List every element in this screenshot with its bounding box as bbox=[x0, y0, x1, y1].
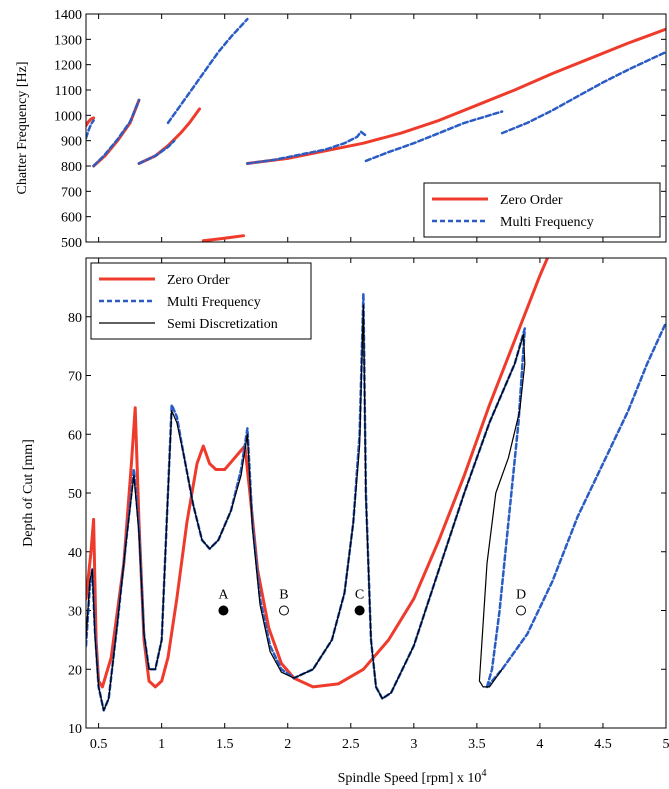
bottom-xlabel-text: Spindle Speed [rpm] x 10 bbox=[338, 771, 482, 786]
top-series-zero-order bbox=[201, 234, 246, 242]
bottom-xtick-label: 2.5 bbox=[342, 737, 360, 752]
top-chart-series bbox=[86, 17, 666, 242]
top-series-zero-order bbox=[86, 116, 96, 127]
bottom-xtick-label: 1 bbox=[158, 737, 165, 752]
bottom-series-multi-frequency bbox=[485, 321, 666, 689]
bottom-legend-label-multi-frequency: Multi Frequency bbox=[167, 295, 261, 310]
bottom-ytick-label: 70 bbox=[68, 370, 82, 385]
top-ytick-label: 1100 bbox=[55, 84, 82, 99]
bottom-ytick-label: 40 bbox=[68, 546, 82, 561]
top-series-multi-frequency bbox=[92, 98, 141, 168]
bottom-xlabel: Spindle Speed [rpm] x 104 bbox=[338, 768, 487, 786]
top-ytick-label: 600 bbox=[61, 211, 82, 226]
operating-point-label-a: A bbox=[218, 588, 229, 603]
top-legend-label-multi-frequency: Multi Frequency bbox=[500, 215, 594, 230]
bottom-chart-legend: Zero Order Multi Frequency Semi Discretiza… bbox=[90, 262, 312, 340]
bottom-ytick-label: 10 bbox=[68, 722, 82, 737]
operating-point-label-d: D bbox=[516, 588, 526, 603]
bottom-series-multi-frequency bbox=[86, 292, 527, 712]
top-ytick-label: 700 bbox=[61, 185, 82, 200]
top-ylabel: Chatter Frequency [Hz] bbox=[15, 62, 30, 195]
operating-point-a bbox=[218, 605, 229, 616]
bottom-legend-label-semi-discretization: Semi Discretization bbox=[167, 317, 278, 332]
bottom-chart-series bbox=[86, 258, 666, 712]
bottom-ytick-label: 80 bbox=[68, 311, 82, 326]
top-legend-label-zero-order: Zero Order bbox=[500, 193, 563, 208]
depth-of-cut-chart: 0.5 1 1.5 2 2.5 3 3.5 4 4.5 5 10 20 30 40 50 60 70 80 A B C… bbox=[21, 257, 669, 786]
bottom-ytick-label: 20 bbox=[68, 663, 82, 678]
operating-point-label-b: B bbox=[279, 588, 288, 603]
bottom-xtick-label: 0.5 bbox=[90, 737, 108, 752]
bottom-xtick-label: 3.5 bbox=[468, 737, 486, 752]
top-ytick-label: 1000 bbox=[54, 109, 82, 124]
top-ytick-label: 1200 bbox=[54, 59, 82, 74]
chatter-frequency-chart: 500 600 700 800 900 1000 1100 1200 1300 1400 Chat… bbox=[15, 8, 667, 251]
top-legend-box bbox=[423, 182, 661, 238]
bottom-chart-frame bbox=[85, 257, 667, 729]
bottom-xtick-label: 2 bbox=[284, 737, 291, 752]
top-series-multi-frequency bbox=[246, 130, 368, 165]
bottom-xlabel-exponent: 4 bbox=[481, 768, 486, 779]
bottom-xtick-label: 1.5 bbox=[216, 737, 234, 752]
top-series-zero-order bbox=[245, 27, 666, 165]
bottom-chart-points: A B C D bbox=[218, 588, 526, 616]
bottom-xtick-label: 4 bbox=[536, 737, 543, 752]
top-chart-frame bbox=[85, 13, 667, 243]
top-ytick-label: 1300 bbox=[54, 33, 82, 48]
operating-point-label-c: C bbox=[355, 588, 364, 603]
operating-point-d bbox=[516, 605, 526, 616]
bottom-series-semi-discretization bbox=[86, 304, 526, 711]
top-ytick-label: 500 bbox=[61, 236, 82, 251]
top-series-multi-frequency bbox=[364, 110, 504, 163]
top-series-multi-frequency bbox=[86, 119, 95, 140]
bottom-ytick-label: 60 bbox=[68, 428, 82, 443]
top-series-zero-order bbox=[92, 98, 141, 168]
bottom-legend-label-zero-order: Zero Order bbox=[167, 273, 230, 288]
top-ytick-label: 1400 bbox=[54, 8, 82, 23]
bottom-xtick-label: 5 bbox=[663, 737, 669, 752]
operating-point-b bbox=[278, 605, 289, 616]
bottom-xtick-label: 4.5 bbox=[594, 737, 612, 752]
operating-point-c bbox=[354, 605, 365, 616]
top-chart-ticks: 500 600 700 800 900 1000 1100 1200 1300 1400 bbox=[54, 8, 667, 251]
top-series-multi-frequency bbox=[137, 139, 176, 165]
top-ytick-label: 900 bbox=[61, 135, 82, 150]
bottom-ytick-label: 50 bbox=[68, 487, 82, 502]
bottom-chart-ticks: 0.5 1 1.5 2 2.5 3 3.5 4 4.5 5 10 20 30 40 50 60 70 80 bbox=[68, 258, 669, 752]
top-series-multi-frequency bbox=[500, 50, 666, 135]
top-ytick-label: 800 bbox=[61, 160, 82, 175]
top-series-zero-order bbox=[137, 107, 201, 165]
bottom-ylabel: Depth of Cut [mm] bbox=[21, 439, 36, 547]
top-chart-legend: Zero Order Multi Frequency bbox=[423, 182, 661, 238]
top-series-multi-frequency bbox=[166, 17, 249, 125]
bottom-xtick-label: 3 bbox=[410, 737, 417, 752]
bottom-ytick-label: 30 bbox=[68, 605, 82, 620]
